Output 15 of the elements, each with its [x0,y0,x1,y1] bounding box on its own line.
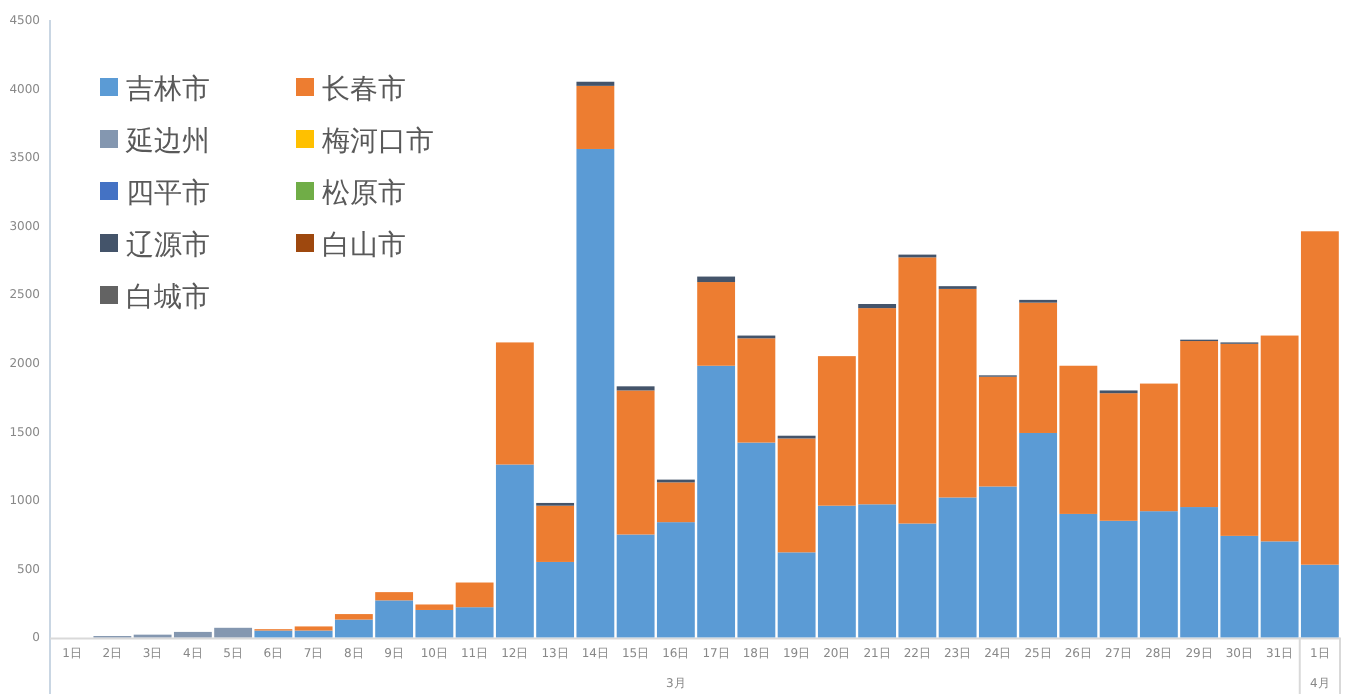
bar [576,85,615,149]
legend-label: 辽源市 [126,230,210,262]
bar [334,614,373,620]
legend-label: 长春市 [322,74,406,106]
legend-label: 四平市 [126,178,210,210]
legend-label: 梅河口市 [320,126,434,158]
legend-label: 白山市 [322,230,406,262]
bar [697,276,736,283]
legend-label: 白城市 [126,282,210,314]
bar [495,342,534,465]
legend-label: 吉林市 [126,74,210,106]
bar [375,592,414,601]
bar [536,505,575,562]
legend-label: 延边州 [124,126,210,158]
legend-label: 松原市 [322,178,406,210]
